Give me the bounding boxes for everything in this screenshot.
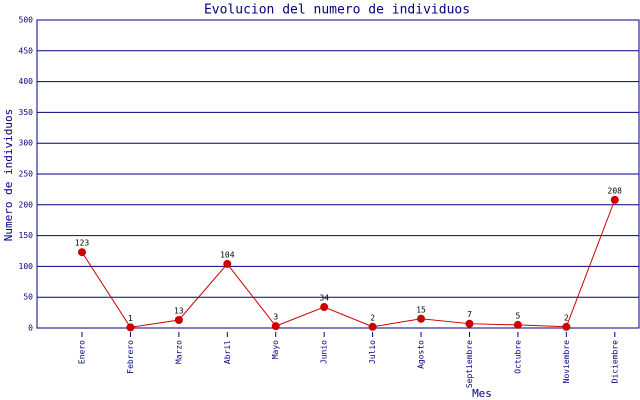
y-tick-label: 400	[19, 77, 34, 86]
data-point	[271, 322, 280, 331]
y-tick-label: 450	[19, 46, 34, 55]
x-tick-label: Marzo	[174, 340, 183, 364]
y-tick-label: 150	[19, 231, 34, 240]
data-point	[126, 323, 135, 332]
x-tick-label: Mayo	[271, 340, 280, 359]
data-label: 34	[319, 294, 329, 303]
data-point	[174, 315, 183, 324]
x-tick-label: Noviembre	[562, 340, 571, 384]
data-label: 1	[128, 314, 133, 323]
data-label: 15	[416, 305, 426, 314]
data-label: 2	[370, 313, 375, 322]
data-label: 208	[608, 186, 623, 195]
data-label: 13	[174, 306, 184, 315]
y-tick-label: 250	[19, 170, 34, 179]
data-point	[417, 314, 426, 323]
data-label: 7	[467, 310, 472, 319]
data-point	[513, 320, 522, 329]
x-tick-label: Febrero	[126, 340, 135, 374]
data-label: 5	[515, 311, 520, 320]
data-label: 2	[564, 313, 569, 322]
y-axis-title: Numero de individuos	[2, 109, 15, 241]
x-tick-label: Diciembre	[610, 340, 619, 384]
x-tick-label: Abril	[223, 340, 232, 364]
y-tick-label: 350	[19, 108, 34, 117]
data-point	[78, 248, 86, 257]
data-point	[562, 322, 571, 331]
x-tick-label: Octubre	[513, 340, 522, 374]
x-tick-label: Septiembre	[465, 340, 474, 388]
data-line	[81, 199, 616, 328]
data-point	[610, 195, 619, 204]
y-tick-label: 0	[28, 324, 33, 333]
data-point	[465, 319, 474, 328]
data-point	[320, 303, 329, 312]
data-label: 123	[75, 239, 90, 248]
data-label: 3	[273, 313, 278, 322]
x-tick-label: Agosto	[417, 340, 426, 369]
data-point	[368, 322, 377, 331]
x-tick-label: Julio	[368, 340, 377, 364]
y-tick-label: 100	[19, 262, 34, 271]
x-axis-title: Mes	[472, 387, 492, 400]
chart-title: Evolucion del numero de individuos	[204, 3, 470, 18]
y-tick-label: 50	[23, 293, 33, 302]
x-tick-label: Enero	[78, 340, 87, 364]
y-tick-label: 500	[19, 16, 34, 25]
data-label: 104	[220, 250, 235, 259]
data-point	[223, 259, 232, 268]
y-tick-label: 200	[19, 200, 34, 209]
y-tick-label: 300	[19, 139, 34, 148]
x-tick-label: Junio	[320, 340, 329, 364]
